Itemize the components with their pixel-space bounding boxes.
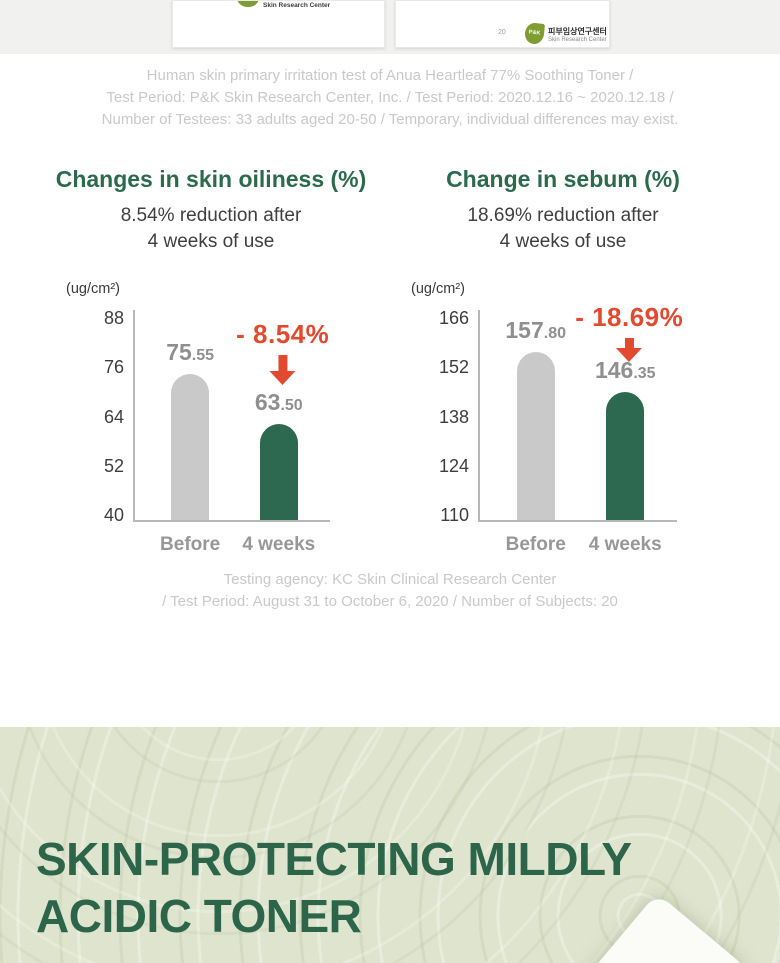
chart-title: Changes in skin oiliness (%) [55,166,367,192]
pk-leaf-logo-icon: P&K [523,22,546,45]
chart-subtitle: 8.54% reduction after 4 weeks of use [120,205,302,252]
y-tick-label: 152 [438,357,469,378]
certificate-strip: Skin Research Center 20 P&K 피부임상연구센터 Ski… [0,0,780,54]
y-axis-line [478,310,480,522]
down-arrow-icon [236,355,329,385]
research-center-english-label: Skin Research Center [548,37,607,43]
y-tick-label: 52 [103,455,124,476]
y-tick-label: 166 [438,308,469,328]
pk-logo-abbr: P&K [528,29,541,37]
irritation-test-disclaimer: Human skin primary irritation test of An… [0,65,780,131]
skin-oiliness-chart: Changes in skin oiliness (%) 8.54% reduc… [38,160,384,555]
x-axis-labels: Before 4 weeks [133,534,330,558]
y-tick-label: 138 [438,406,469,427]
y-tick-label: 88 [103,308,124,328]
x-category-label: 4 weeks [588,534,662,555]
x-category-label: Before [160,534,221,555]
y-tick-label: 40 [103,505,124,525]
bar-plot: (ug/cm²) 88 76 64 52 40 75.55 63.50 - 8.54% B… [66,281,330,555]
certificate-card-left: Skin Research Center [172,0,385,48]
note-line: Human skin primary irritation test of An… [146,67,634,84]
chart-subtitle: 18.69% reduction after 4 weeks of use [467,205,659,252]
x-category-label: 4 weeks [242,534,316,555]
research-center-logo-icon [237,1,259,7]
note-line: Testing agency: KC Skin Clinical Researc… [223,571,557,588]
reduction-annotation: - 18.69% [575,302,683,362]
note-line: Number of Testees: 33 adults aged 20-50 … [101,111,679,128]
x-axis-line [133,520,330,522]
y-tick-label: 110 [440,505,469,525]
y-tick-label: 76 [103,357,124,378]
x-category-label: Before [505,534,566,555]
hero-heading: SKIN-PROTECTING MILDLY ACIDIC TONER [36,833,632,942]
y-tick-label: 124 [438,455,469,476]
testing-agency-note: Testing agency: KC Skin Clinical Researc… [0,569,780,613]
bar-before [516,351,555,520]
y-axis-line [133,310,135,522]
note-line: / Test Period: August 31 to October 6, 2… [162,593,618,610]
y-tick-label: 64 [103,406,124,427]
down-arrow-icon [575,338,683,362]
bar-value-label: 157.80 [505,316,567,343]
reduction-annotation: - 8.54% [236,319,329,385]
hero-banner: SKIN-PROTECTING MILDLY ACIDIC TONER [0,727,780,963]
y-axis-unit: (ug/cm²) [66,281,120,297]
certificate-card-right: 20 P&K 피부임상연구센터 Skin Research Center [395,0,610,48]
bar-4-weeks [606,392,645,520]
x-axis-labels: Before 4 weeks [478,534,677,558]
chart-title: Change in sebum (%) [446,166,680,192]
note-line: Test Period: P&K Skin Research Center, I… [106,89,674,106]
research-center-korean-label: 피부임상연구센터 [548,27,607,36]
bar-4-weeks [259,423,298,520]
x-axis-line [478,520,677,522]
y-axis-unit: (ug/cm²) [411,281,465,297]
bar-before [171,374,210,520]
research-center-label: Skin Research Center [263,2,331,9]
bar-value-label: 75.55 [166,339,215,366]
bar-plot: (ug/cm²) 166 152 138 124 110 157.80 146.35 - … [411,281,683,555]
sebum-chart: Change in sebum (%) 18.69% reduction aft… [398,160,728,555]
bar-value-label: 63.50 [254,388,303,415]
certificate-page-number: 20 [498,29,506,36]
